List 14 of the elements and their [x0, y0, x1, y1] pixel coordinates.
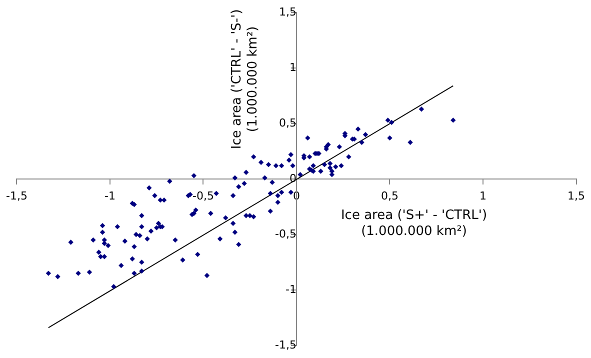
y-tick-label: -0,5: [275, 227, 296, 240]
y-tick-label: 1,5: [278, 5, 296, 18]
x-tick-label: 1: [480, 189, 486, 202]
y-tick-label: 0,5: [278, 116, 296, 130]
y-tick-label: -1: [286, 282, 296, 296]
x-tick-label: 1,5: [568, 189, 586, 202]
x-tick-label: -0,5: [192, 189, 214, 202]
y-tick-label: 1: [289, 60, 296, 74]
x-axis-title: Ice area ('S+' - 'CTRL') (1.000.000 km²): [340, 208, 488, 239]
x-tick-label: -1: [104, 189, 116, 202]
y-axis-title: Ice area ('CTRL' - 'S-') (1.000.000 km²): [229, 9, 260, 150]
x-tick-label: 0,5: [380, 189, 398, 202]
y-tick-label: -1,5: [275, 338, 296, 352]
x-tick-label: -1,5: [6, 189, 28, 202]
